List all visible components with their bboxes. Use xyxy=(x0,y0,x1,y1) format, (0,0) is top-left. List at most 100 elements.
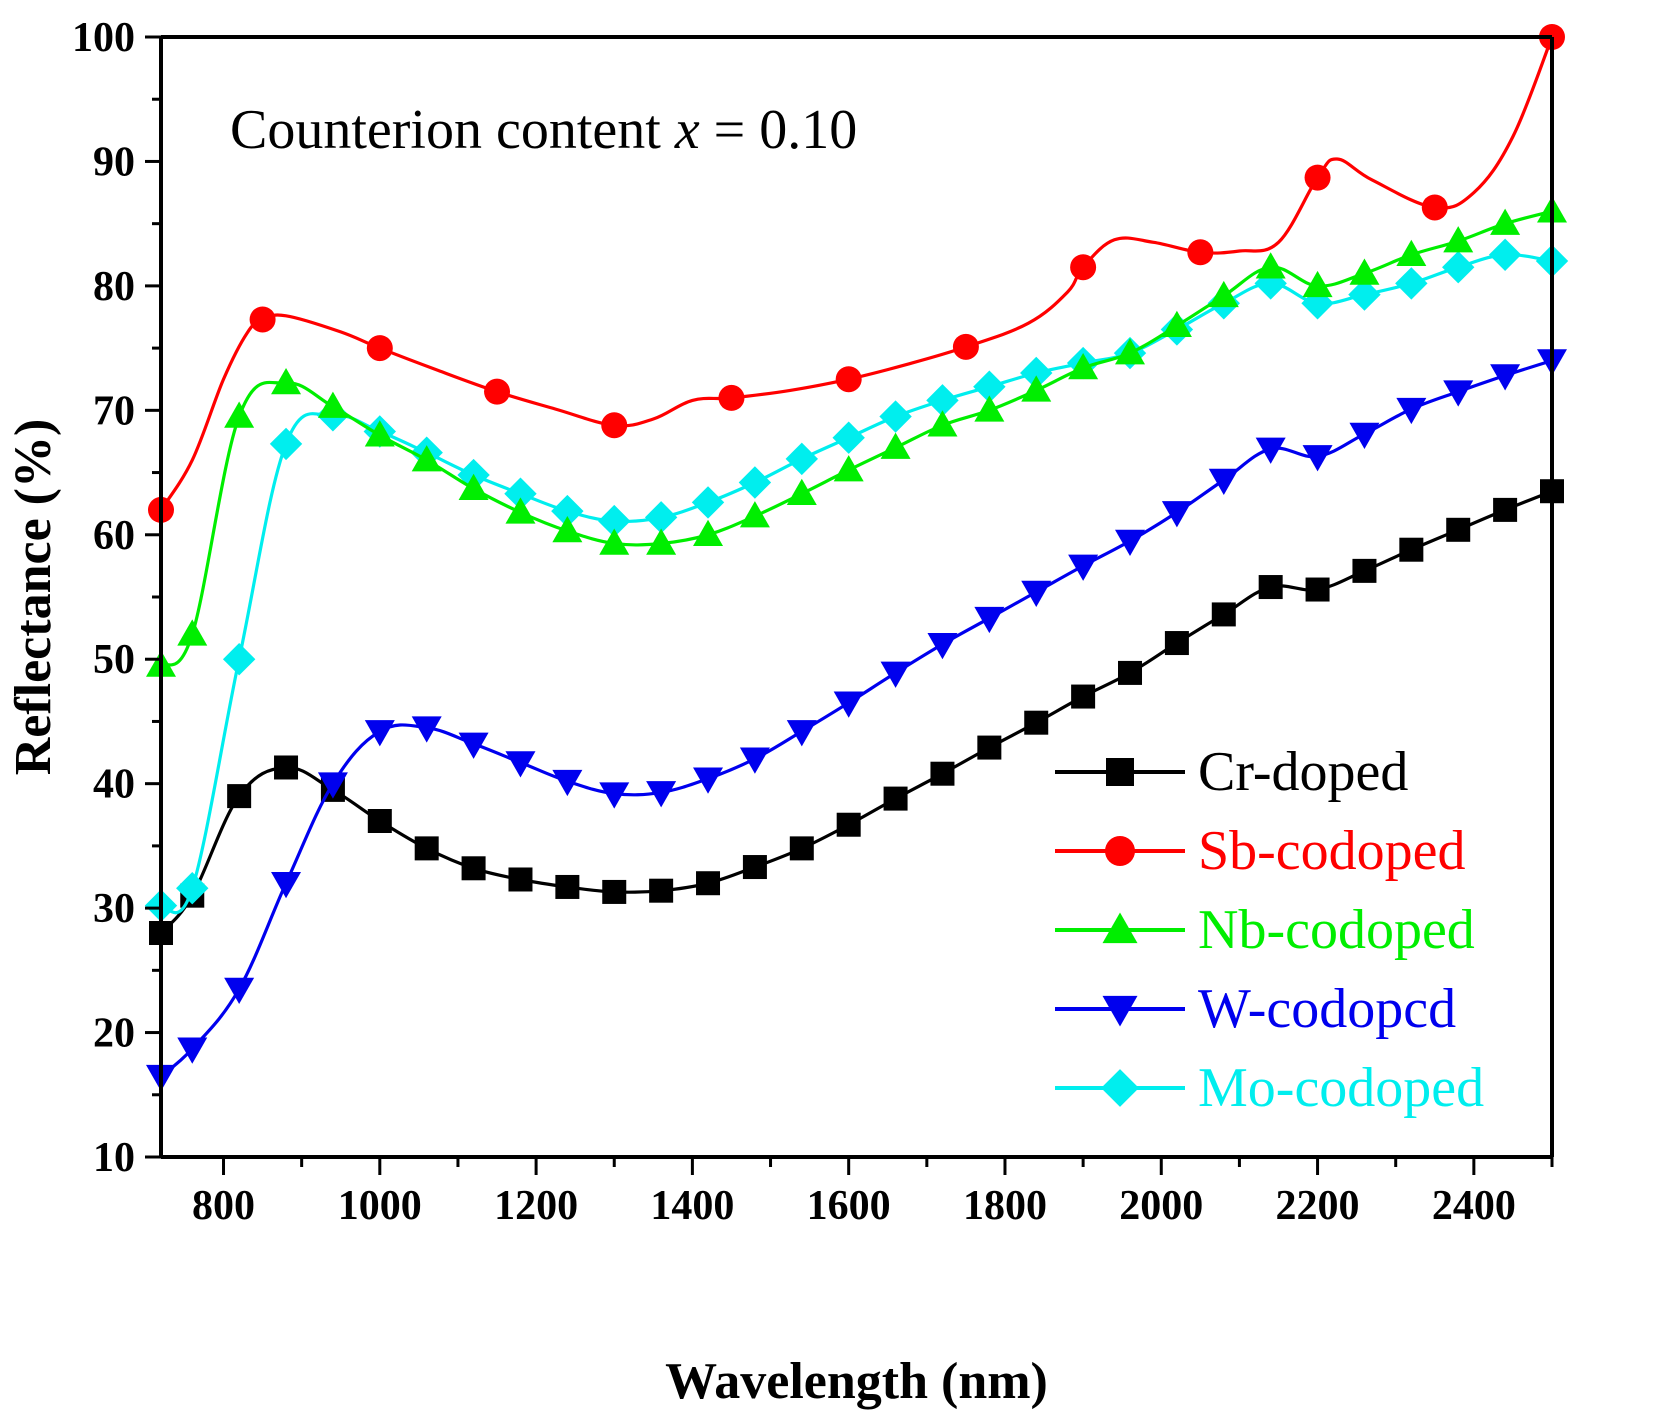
legend-marker xyxy=(1102,995,1138,1027)
axis-layer: 800 1000 1200 1400 1600 1800 2000 2200 2400 10 20 3… xyxy=(72,15,1554,1229)
data-point xyxy=(249,306,276,333)
data-point xyxy=(414,836,439,861)
data-point xyxy=(508,867,533,892)
data-point xyxy=(693,519,724,547)
data-point xyxy=(317,772,348,799)
data-point xyxy=(879,400,912,433)
data-point xyxy=(1021,375,1052,402)
data-point xyxy=(364,720,395,747)
data-point xyxy=(505,751,536,778)
data-point xyxy=(1302,445,1333,472)
data-point xyxy=(832,421,865,454)
data-point xyxy=(1490,364,1521,391)
x-tick-label: 1000 xyxy=(338,1183,422,1229)
data-point xyxy=(1068,554,1099,581)
data-point xyxy=(646,528,677,555)
data-point xyxy=(222,643,256,676)
x-tick-label: 1400 xyxy=(650,1183,734,1229)
data-point xyxy=(1118,660,1143,685)
data-point xyxy=(458,732,489,759)
data-point xyxy=(1021,580,1052,608)
data-point xyxy=(552,769,583,797)
data-point xyxy=(883,786,908,811)
legend-item-Sb-codoped: Sb-codoped xyxy=(1055,820,1466,882)
y-tick-label: 80 xyxy=(93,264,135,310)
series-Nb-codoped xyxy=(146,196,1567,677)
y-tick-label: 40 xyxy=(93,762,135,808)
y-tick-label: 50 xyxy=(93,637,135,683)
data-point xyxy=(1305,577,1330,602)
legend-label: Cr-doped xyxy=(1198,741,1408,803)
data-point xyxy=(484,378,511,405)
legend-marker xyxy=(1106,758,1134,786)
y-tick-label: 60 xyxy=(93,513,135,559)
annotation-prefix: Counterion content xyxy=(230,99,675,161)
data-point xyxy=(224,401,255,428)
series-Sb-codoped xyxy=(148,24,1565,523)
series-line xyxy=(159,36,1554,511)
legend-label: Sb-codoped xyxy=(1198,820,1466,882)
data-point xyxy=(1020,356,1053,390)
data-point xyxy=(1352,558,1377,583)
data-point xyxy=(644,501,678,534)
data-point xyxy=(1490,208,1521,235)
series-layer xyxy=(144,24,1569,1092)
data-point xyxy=(1187,239,1214,266)
x-tick-label: 1200 xyxy=(494,1183,578,1229)
data-point xyxy=(835,366,862,393)
y-tick-label: 10 xyxy=(93,1135,135,1181)
data-point xyxy=(1446,517,1471,542)
data-point xyxy=(1349,258,1380,285)
data-point xyxy=(177,1037,208,1064)
data-point xyxy=(974,606,1005,634)
y-tick-label: 90 xyxy=(93,139,135,185)
data-point xyxy=(1396,239,1427,267)
y-axis-title: Reflectance (%) xyxy=(5,419,62,776)
data-point xyxy=(177,619,208,646)
x-axis-title: Wavelength (nm) xyxy=(665,1353,1048,1410)
data-point xyxy=(952,333,979,360)
data-point xyxy=(1024,710,1049,735)
data-point xyxy=(1208,468,1239,496)
data-point xyxy=(1396,397,1427,425)
legend-item-Nb-codoped: Nb-codoped xyxy=(1055,899,1475,961)
data-point xyxy=(317,391,348,418)
data-point xyxy=(227,784,252,809)
data-point xyxy=(880,432,911,459)
data-point xyxy=(1164,631,1189,656)
data-point xyxy=(1258,575,1283,600)
y-tick-label: 30 xyxy=(93,886,135,932)
data-point xyxy=(364,420,395,447)
data-point xyxy=(973,370,1006,403)
data-point xyxy=(927,633,958,660)
data-point xyxy=(739,747,770,774)
data-point xyxy=(176,872,209,905)
annotation-variable: x xyxy=(674,99,700,161)
legend-marker xyxy=(1102,912,1138,944)
data-point xyxy=(1070,254,1097,281)
data-point xyxy=(1208,280,1239,308)
data-point xyxy=(742,855,767,880)
data-point xyxy=(1442,251,1475,284)
legend-label: W-codopcd xyxy=(1198,978,1456,1040)
legend-marker xyxy=(1105,836,1135,866)
data-point xyxy=(926,384,959,417)
series-W-codopcd xyxy=(146,349,1567,1092)
data-point xyxy=(458,473,489,500)
data-point xyxy=(1255,252,1286,279)
data-point xyxy=(696,871,721,896)
data-point xyxy=(271,871,302,899)
data-point xyxy=(1421,194,1448,221)
data-point xyxy=(1211,602,1236,627)
legend-item-Cr-doped: Cr-doped xyxy=(1055,741,1408,803)
data-point xyxy=(1348,278,1381,311)
data-point xyxy=(833,455,864,482)
data-point xyxy=(269,427,303,461)
data-point xyxy=(786,720,817,747)
data-point xyxy=(1115,338,1146,365)
data-point xyxy=(1488,238,1522,271)
x-tick-label: 2200 xyxy=(1276,1183,1360,1229)
data-point xyxy=(1115,529,1146,556)
data-point xyxy=(833,691,864,718)
